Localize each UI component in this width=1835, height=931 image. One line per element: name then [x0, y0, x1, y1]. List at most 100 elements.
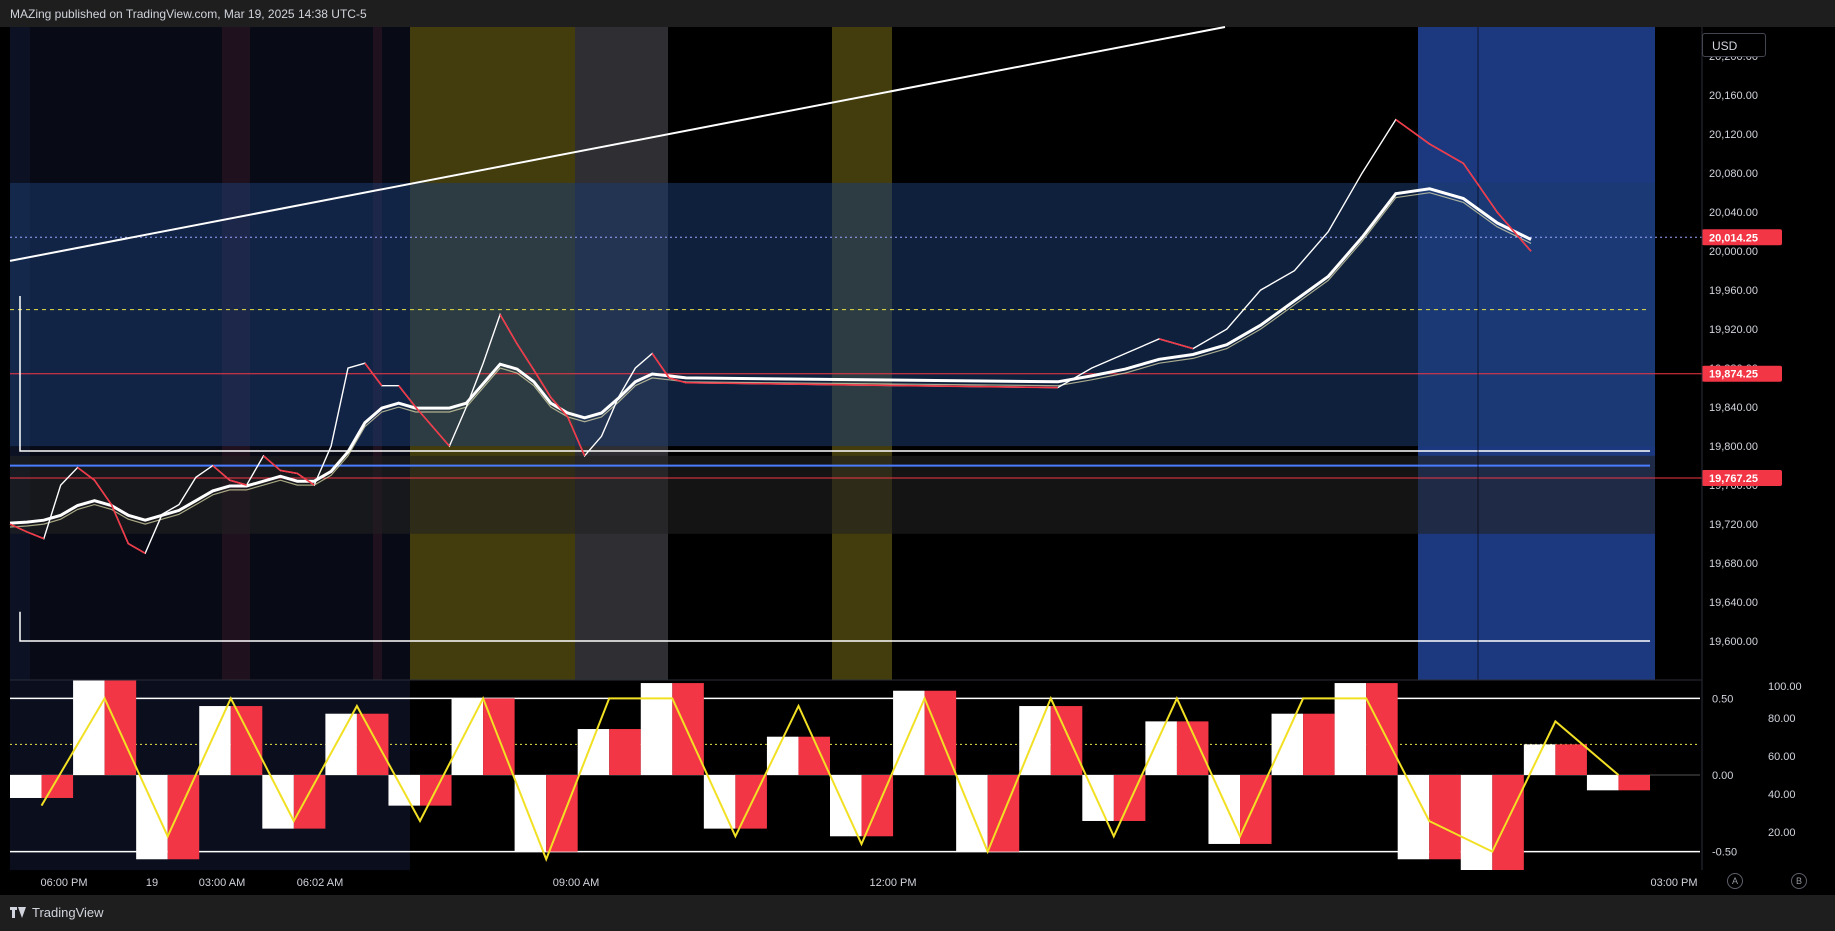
price-axis-background — [1702, 27, 1835, 895]
price-down-segment — [533, 369, 552, 398]
osc-bar — [1050, 706, 1083, 775]
price-tick-label: 20,120.00 — [1709, 129, 1758, 141]
osc-bar — [1586, 775, 1619, 791]
price-line — [9, 118, 1532, 555]
lower-zone — [10, 455, 1655, 534]
currency-button[interactable]: USD — [1702, 33, 1766, 57]
osc-bar — [798, 736, 830, 775]
osc-right-tick-label: 80.00 — [1768, 713, 1796, 725]
price-tick-label: 19,720.00 — [1709, 519, 1758, 531]
price-down-segment — [9, 523, 28, 533]
osc-right-tick-label: 20.00 — [1768, 827, 1796, 839]
level-upper-badge: 19,874.25 — [1709, 369, 1758, 381]
osc-bar — [104, 680, 137, 775]
osc-bar — [1303, 713, 1335, 775]
osc-right-tick-label: 60.00 — [1768, 751, 1796, 763]
osc-bar — [546, 775, 578, 852]
price-down-segment — [262, 455, 281, 472]
osc-bar — [325, 713, 357, 775]
osc-bar — [1460, 775, 1493, 870]
osc-left-tick-label: 0.00 — [1712, 770, 1733, 782]
price-down-segment — [1395, 118, 1431, 145]
osc-bar — [1618, 775, 1650, 791]
scale-b-button[interactable]: B — [1791, 873, 1807, 889]
time-tick-label: 03:00 AM — [199, 877, 245, 889]
chart-canvas[interactable]: 20,200.0020,160.0020,120.0020,080.0020,0… — [0, 0, 1835, 895]
osc-bar — [609, 729, 641, 775]
price-down-segment — [1429, 143, 1464, 165]
osc-bar — [1208, 775, 1240, 844]
time-tick-label: 03:00 PM — [1650, 877, 1697, 889]
time-tick-label: 09:00 AM — [553, 877, 599, 889]
osc-bar — [230, 706, 263, 775]
price-down-segment — [398, 385, 417, 408]
brand-label: TradingView — [32, 905, 104, 920]
price-down-segment — [651, 353, 670, 379]
osc-bar — [1271, 713, 1304, 775]
bottom-bar — [0, 895, 1835, 931]
osc-bar — [1082, 775, 1114, 821]
price-down-segment — [212, 464, 231, 481]
osc-bar — [451, 698, 484, 775]
osc-bar — [73, 680, 105, 775]
price-down-segment — [229, 479, 247, 486]
publish-note: MAZing published on TradingView.com, Mar… — [10, 7, 367, 21]
price-down-segment — [1462, 162, 1498, 213]
osc-bar — [1176, 721, 1209, 775]
level-upper-badge-bg — [1702, 365, 1782, 382]
ema-slow-line — [9, 192, 1532, 528]
trendline — [9, 26, 1226, 262]
osc-bar — [356, 713, 389, 775]
osc-left-tick-label: -0.50 — [1712, 847, 1737, 859]
price-tick-label: 19,640.00 — [1709, 597, 1758, 609]
osc-bar — [262, 775, 294, 829]
time-tick-label: 06:02 AM — [297, 877, 343, 889]
level-lower-badge: 19,767.25 — [1709, 473, 1758, 485]
osc-bar — [293, 775, 326, 829]
time-tick-label: 06:00 PM — [40, 877, 87, 889]
price-tick-label: 19,600.00 — [1709, 636, 1758, 648]
price-tick-label: 20,040.00 — [1709, 207, 1758, 219]
price-down-segment — [296, 472, 315, 486]
level-lower-badge-bg — [1702, 470, 1782, 487]
price-tick-label: 20,160.00 — [1709, 90, 1758, 102]
osc-bar — [1334, 683, 1367, 775]
price-down-segment — [280, 469, 298, 475]
price-down-segment — [414, 406, 434, 428]
price-down-segment — [110, 504, 130, 544]
osc-bar — [1397, 775, 1430, 860]
time-tick-label: 19 — [146, 877, 158, 889]
osc-bar — [167, 775, 200, 860]
top-banner: MAZing published on TradingView.com, Mar… — [0, 0, 1835, 27]
osc-bar — [1492, 775, 1524, 870]
last-price-badge: 20,014.25 — [1709, 232, 1758, 244]
price-down-segment — [1158, 338, 1194, 350]
price-down-segment — [668, 377, 687, 384]
price-tick-label: 20,080.00 — [1709, 168, 1758, 180]
price-down-segment — [26, 531, 45, 540]
price-down-segment — [550, 396, 569, 418]
time-axis-background — [0, 870, 1835, 895]
price-down-segment — [1496, 211, 1532, 252]
value-area-zone — [10, 182, 1655, 447]
osc-bar — [640, 683, 673, 775]
price-down-segment — [431, 426, 451, 447]
price-down-segment — [93, 479, 113, 506]
price-down-segment — [364, 362, 383, 387]
osc-bar — [514, 775, 547, 852]
osc-right-tick-label: 40.00 — [1768, 789, 1796, 801]
osc-bar — [1113, 775, 1146, 821]
brand[interactable]: TradingView — [10, 905, 104, 920]
price-tick-label: 19,800.00 — [1709, 441, 1758, 453]
price-down-segment — [499, 314, 518, 345]
auto-scale-button[interactable]: A — [1727, 873, 1743, 889]
price-tick-label: 19,680.00 — [1709, 558, 1758, 570]
price-down-segment — [77, 466, 95, 481]
price-tick-label: 19,840.00 — [1709, 402, 1758, 414]
osc-bar — [10, 775, 42, 798]
range-low-line — [19, 611, 1650, 642]
price-tick-label: 20,000.00 — [1709, 246, 1758, 258]
price-down-segment — [685, 381, 1058, 389]
osc-bar — [1555, 744, 1587, 775]
last-price-badge-bg — [1702, 229, 1782, 246]
